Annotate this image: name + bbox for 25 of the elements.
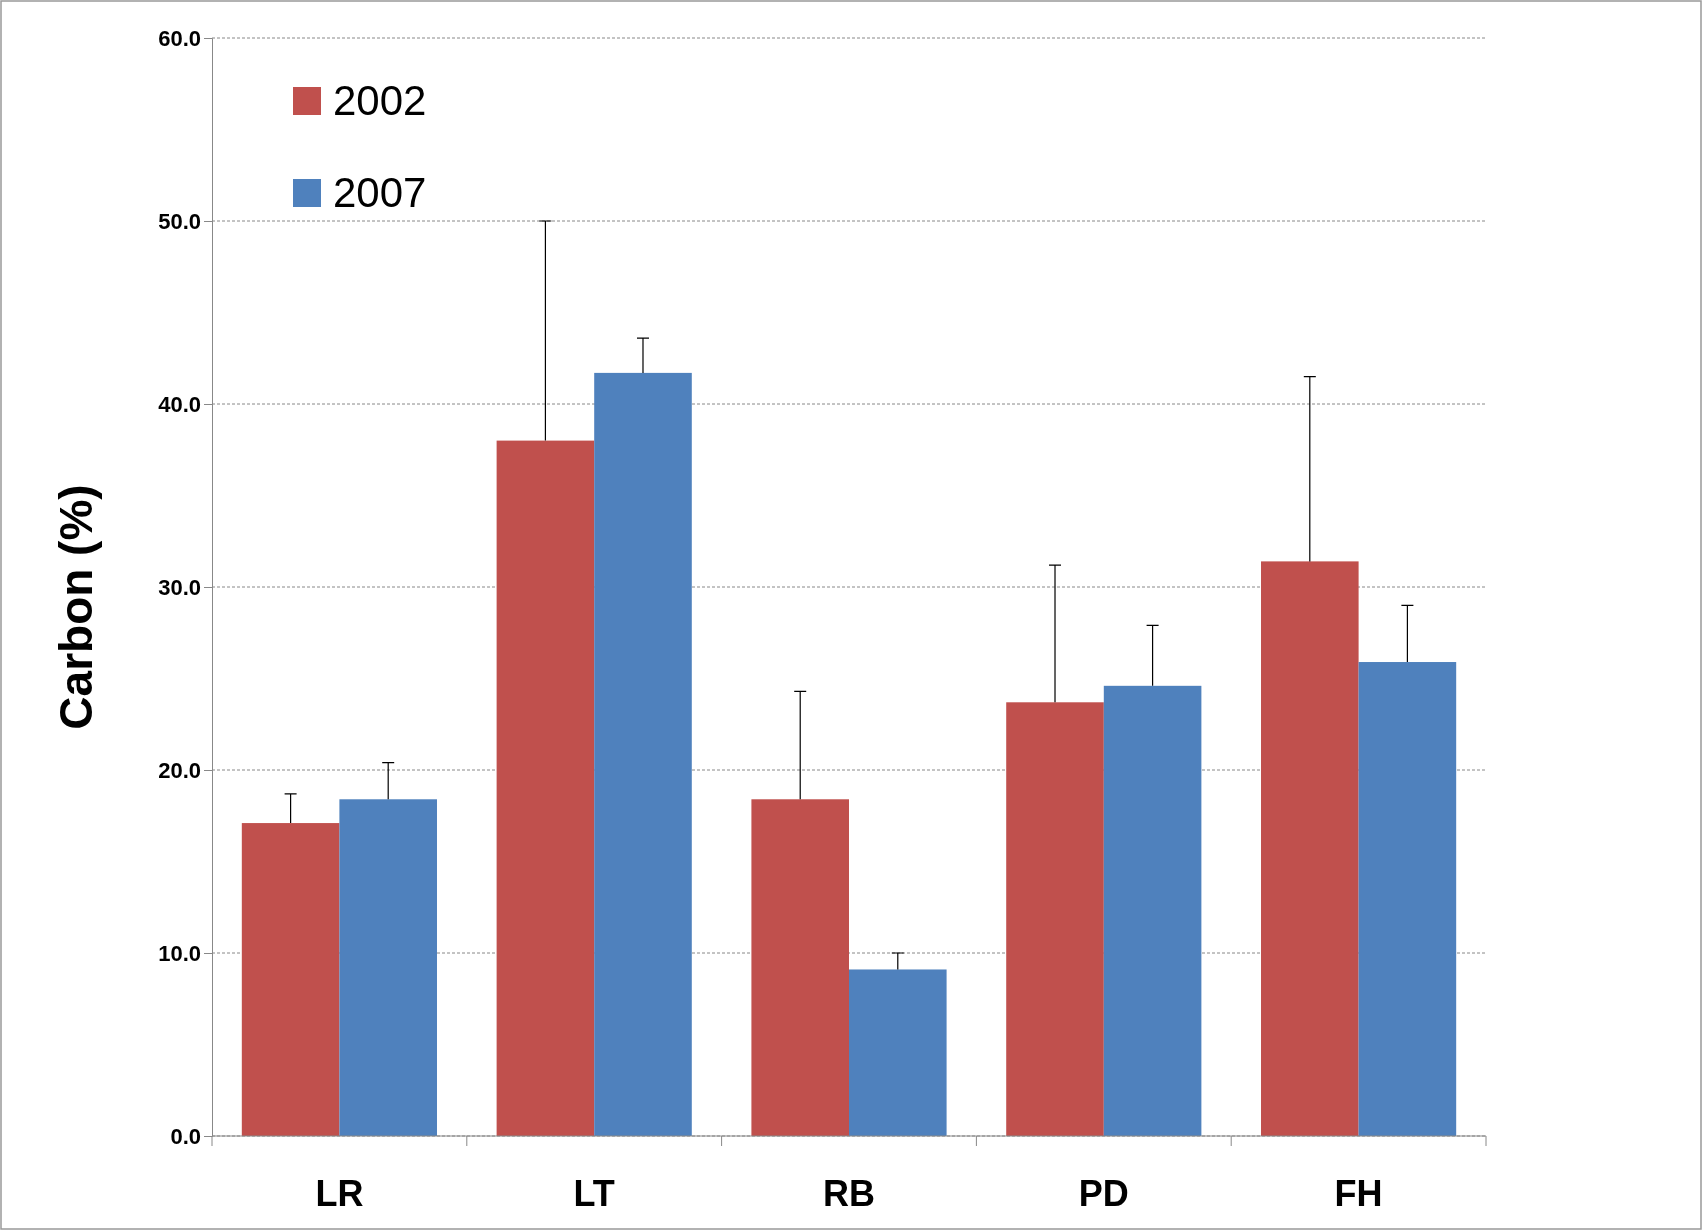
bar bbox=[1103, 685, 1202, 1136]
y-tick-label: 50.0 bbox=[158, 208, 201, 234]
y-tick-label: 0.0 bbox=[170, 1123, 201, 1149]
y-tick-label: 20.0 bbox=[158, 757, 201, 783]
bar bbox=[849, 969, 947, 1136]
bar bbox=[1006, 702, 1104, 1136]
bar bbox=[1261, 561, 1359, 1136]
x-tick-label: RB bbox=[823, 1173, 875, 1214]
legend-label: 2007 bbox=[333, 169, 427, 216]
x-tick-label: LT bbox=[573, 1173, 615, 1214]
x-tick-label: PD bbox=[1078, 1173, 1129, 1214]
bar bbox=[496, 440, 595, 1136]
bar bbox=[751, 799, 849, 1136]
y-tick-label: 10.0 bbox=[158, 940, 201, 966]
legend-label: 2002 bbox=[333, 77, 427, 124]
bar bbox=[594, 372, 692, 1136]
x-tick-label: FH bbox=[1334, 1173, 1383, 1214]
bar bbox=[241, 823, 340, 1136]
y-axis-title: Carbon (%) bbox=[50, 484, 102, 730]
bar bbox=[339, 799, 437, 1136]
y-tick-label: 60.0 bbox=[158, 25, 201, 51]
bar bbox=[1358, 662, 1457, 1136]
x-tick-label: LR bbox=[315, 1173, 364, 1214]
y-tick-label: 30.0 bbox=[158, 574, 201, 600]
y-tick-label: 40.0 bbox=[158, 391, 201, 417]
